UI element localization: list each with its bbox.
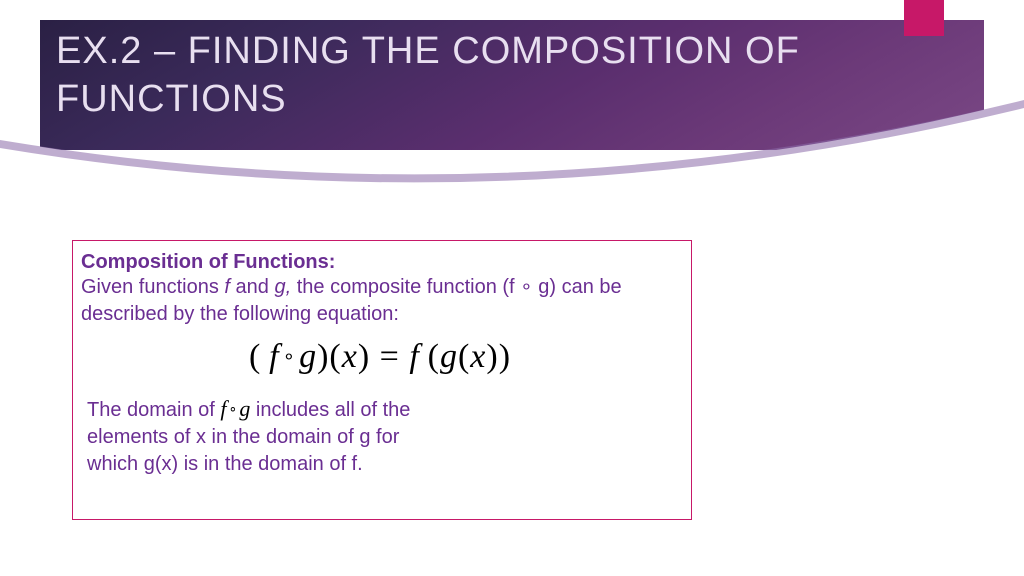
- slide-title: EX.2 – FINDING THE COMPOSITION OF FUNCTI…: [56, 28, 968, 123]
- domain-line3: which g(x) is in the domain of f.: [87, 453, 363, 475]
- slide-header: EX.2 – FINDING THE COMPOSITION OF FUNCTI…: [0, 0, 1024, 200]
- definition-box: Composition of Functions: Given function…: [72, 240, 692, 520]
- definition-body: Given functions f and g, the composite f…: [81, 274, 679, 328]
- domain-line2: elements of x in the domain of g for: [87, 426, 399, 448]
- domain-post1: includes all of the: [256, 399, 411, 421]
- definition-heading: Composition of Functions:: [81, 251, 679, 274]
- def-g: g,: [274, 276, 291, 298]
- domain-description: The domain of f∘g includes all of the el…: [81, 394, 531, 478]
- domain-pre: The domain of: [87, 399, 220, 421]
- composition-equation: ( f∘g)(x) = f (g(x)): [81, 338, 679, 376]
- domain-math: f∘g: [220, 396, 250, 421]
- def-text-mid1: and: [230, 276, 274, 298]
- def-text-pre: Given functions: [81, 276, 224, 298]
